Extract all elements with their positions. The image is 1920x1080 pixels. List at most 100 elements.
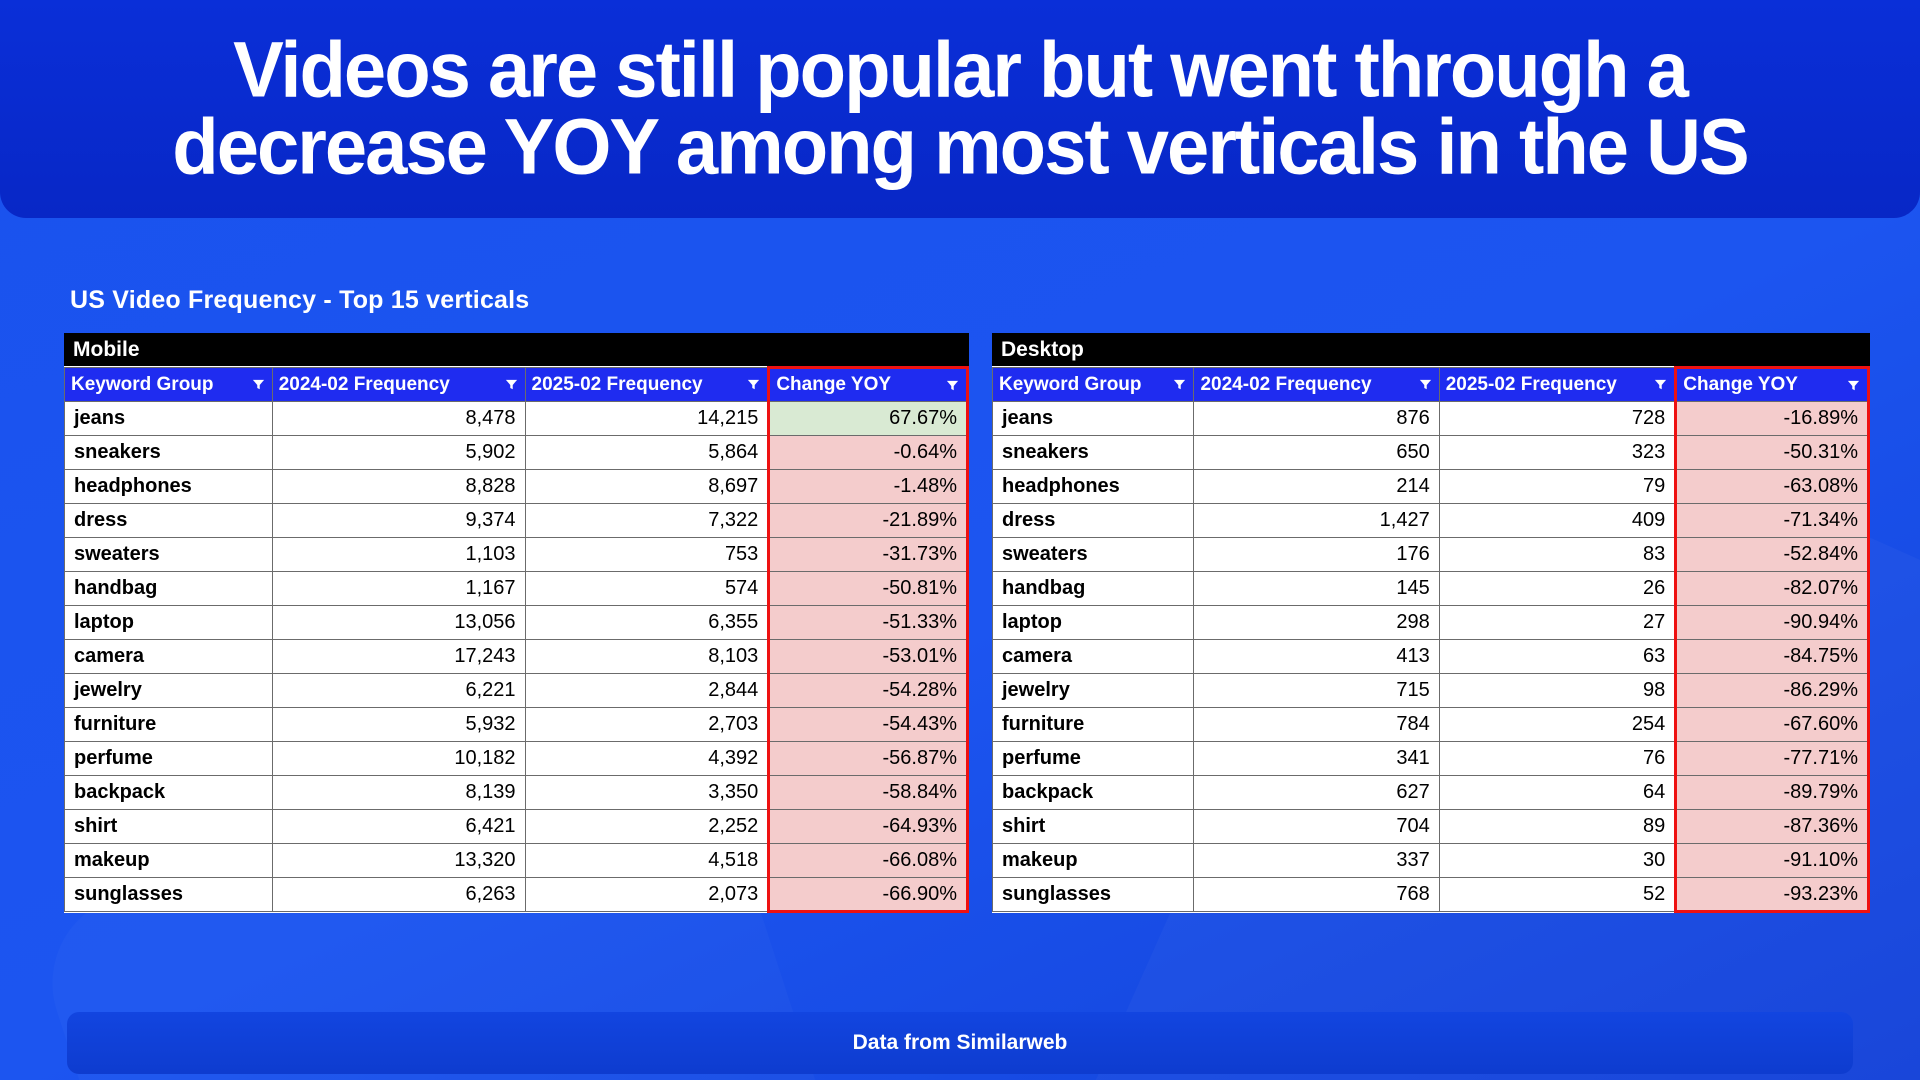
- frequency-cell: 627: [1193, 775, 1440, 810]
- frequency-cell: 63: [1438, 639, 1677, 674]
- filter-icon: [746, 377, 761, 392]
- table-row: handbag 1,167 574 -50.81%: [64, 571, 969, 606]
- table-row: sneakers 650 323 -50.31%: [991, 435, 1870, 470]
- frequency-cell: 52: [1438, 877, 1677, 912]
- frequency-cell: 176: [1193, 537, 1440, 572]
- frequency-cell: 8,478: [271, 401, 526, 436]
- change-yoy-cell: -67.60%: [1674, 707, 1870, 742]
- mobile-data-table: Keyword Group 2024-02 Frequency 2025-02 Fr…: [64, 366, 969, 913]
- frequency-cell: 7,322: [524, 503, 770, 538]
- table-row: perfume 341 76 -77.71%: [991, 741, 1870, 776]
- column-header-label: Keyword Group: [71, 373, 214, 395]
- change-yoy-cell: -51.33%: [767, 605, 969, 640]
- table-row: backpack 8,139 3,350 -58.84%: [64, 775, 969, 810]
- frequency-cell: 5,864: [524, 435, 770, 470]
- keyword-cell: camera: [991, 639, 1195, 674]
- keyword-cell: handbag: [64, 571, 273, 606]
- change-yoy-cell: -90.94%: [1674, 605, 1870, 640]
- frequency-cell: 64: [1438, 775, 1677, 810]
- table-desktop: Desktop Keyword Group 2024-02 Frequency 202…: [991, 333, 1870, 913]
- frequency-cell: 341: [1193, 741, 1440, 776]
- table-row: sweaters 1,103 753 -31.73%: [64, 537, 969, 572]
- column-header-label: 2025-02 Frequency: [1445, 373, 1617, 395]
- filter-icon: [1653, 377, 1668, 392]
- frequency-cell: 6,221: [271, 673, 526, 708]
- frequency-cell: 4,392: [524, 741, 770, 776]
- change-yoy-cell: -66.08%: [767, 843, 969, 878]
- filter-icon: [945, 378, 960, 393]
- table-row: jeans 876 728 -16.89%: [991, 401, 1870, 436]
- change-yoy-cell: -77.71%: [1674, 741, 1870, 776]
- change-yoy-cell: -1.48%: [767, 469, 969, 504]
- table-row: makeup 337 30 -91.10%: [991, 843, 1870, 878]
- table-title: Mobile: [64, 333, 969, 366]
- table-row: perfume 10,182 4,392 -56.87%: [64, 741, 969, 776]
- frequency-cell: 876: [1193, 401, 1440, 436]
- frequency-cell: 76: [1438, 741, 1677, 776]
- column-header-label: Keyword Group: [999, 373, 1142, 395]
- frequency-cell: 26: [1438, 571, 1677, 606]
- keyword-cell: sunglasses: [64, 877, 273, 912]
- frequency-cell: 1,167: [271, 571, 526, 606]
- keyword-cell: shirt: [991, 809, 1195, 844]
- keyword-cell: jewelry: [991, 673, 1195, 708]
- column-header-label: Change YOY: [776, 374, 892, 395]
- frequency-cell: 145: [1193, 571, 1440, 606]
- table-row: sunglasses 768 52 -93.23%: [991, 877, 1870, 913]
- change-yoy-cell: -56.87%: [767, 741, 969, 776]
- keyword-cell: sneakers: [991, 435, 1195, 470]
- frequency-cell: 8,697: [524, 469, 770, 504]
- slide-title-line2: decrease YOY among most verticals in the…: [172, 102, 1749, 192]
- change-yoy-cell: -0.64%: [767, 435, 969, 470]
- filter-icon: [1846, 378, 1861, 393]
- frequency-cell: 214: [1193, 469, 1440, 504]
- change-yoy-cell: -53.01%: [767, 639, 969, 674]
- frequency-cell: 2,073: [524, 877, 770, 912]
- footer-text: Data from Similarweb: [852, 1031, 1068, 1054]
- frequency-cell: 98: [1438, 673, 1677, 708]
- table-row: makeup 13,320 4,518 -66.08%: [64, 843, 969, 878]
- frequency-cell: 1,103: [271, 537, 526, 572]
- change-yoy-cell: -64.93%: [767, 809, 969, 844]
- change-yoy-cell: -93.23%: [1674, 877, 1870, 913]
- change-yoy-cell: -63.08%: [1674, 469, 1870, 504]
- frequency-cell: 5,902: [271, 435, 526, 470]
- column-header: 2024-02 Frequency: [1193, 367, 1440, 402]
- change-yoy-cell: -71.34%: [1674, 503, 1870, 538]
- frequency-cell: 4,518: [524, 843, 770, 878]
- frequency-cell: 6,263: [271, 877, 526, 912]
- keyword-cell: headphones: [64, 469, 273, 504]
- frequency-cell: 83: [1438, 537, 1677, 572]
- frequency-cell: 323: [1438, 435, 1677, 470]
- keyword-cell: sweaters: [64, 537, 273, 572]
- table-row: sweaters 176 83 -52.84%: [991, 537, 1870, 572]
- table-row: headphones 214 79 -63.08%: [991, 469, 1870, 504]
- filter-icon: [1172, 377, 1187, 392]
- change-yoy-cell: -58.84%: [767, 775, 969, 810]
- keyword-cell: camera: [64, 639, 273, 674]
- tables-container: Mobile Keyword Group 2024-02 Frequency 2025…: [64, 333, 1870, 913]
- frequency-cell: 17,243: [271, 639, 526, 674]
- table-row: furniture 5,932 2,703 -54.43%: [64, 707, 969, 742]
- frequency-cell: 13,056: [271, 605, 526, 640]
- change-yoy-cell: -66.90%: [767, 877, 969, 913]
- keyword-cell: backpack: [64, 775, 273, 810]
- frequency-cell: 409: [1438, 503, 1677, 538]
- frequency-cell: 8,103: [524, 639, 770, 674]
- change-yoy-cell: -54.28%: [767, 673, 969, 708]
- keyword-cell: shirt: [64, 809, 273, 844]
- frequency-cell: 3,350: [524, 775, 770, 810]
- table-row: furniture 784 254 -67.60%: [991, 707, 1870, 742]
- slide-title-line1: Videos are still popular but went throug…: [233, 25, 1689, 114]
- frequency-cell: 2,844: [524, 673, 770, 708]
- filter-icon: [1418, 377, 1433, 392]
- table-row: shirt 704 89 -87.36%: [991, 809, 1870, 844]
- table-row: sneakers 5,902 5,864 -0.64%: [64, 435, 969, 470]
- frequency-cell: 2,252: [524, 809, 770, 844]
- keyword-cell: backpack: [991, 775, 1195, 810]
- column-header: Change YOY: [767, 366, 969, 402]
- column-header-label: 2024-02 Frequency: [1200, 373, 1372, 395]
- frequency-cell: 8,139: [271, 775, 526, 810]
- change-yoy-cell: -86.29%: [1674, 673, 1870, 708]
